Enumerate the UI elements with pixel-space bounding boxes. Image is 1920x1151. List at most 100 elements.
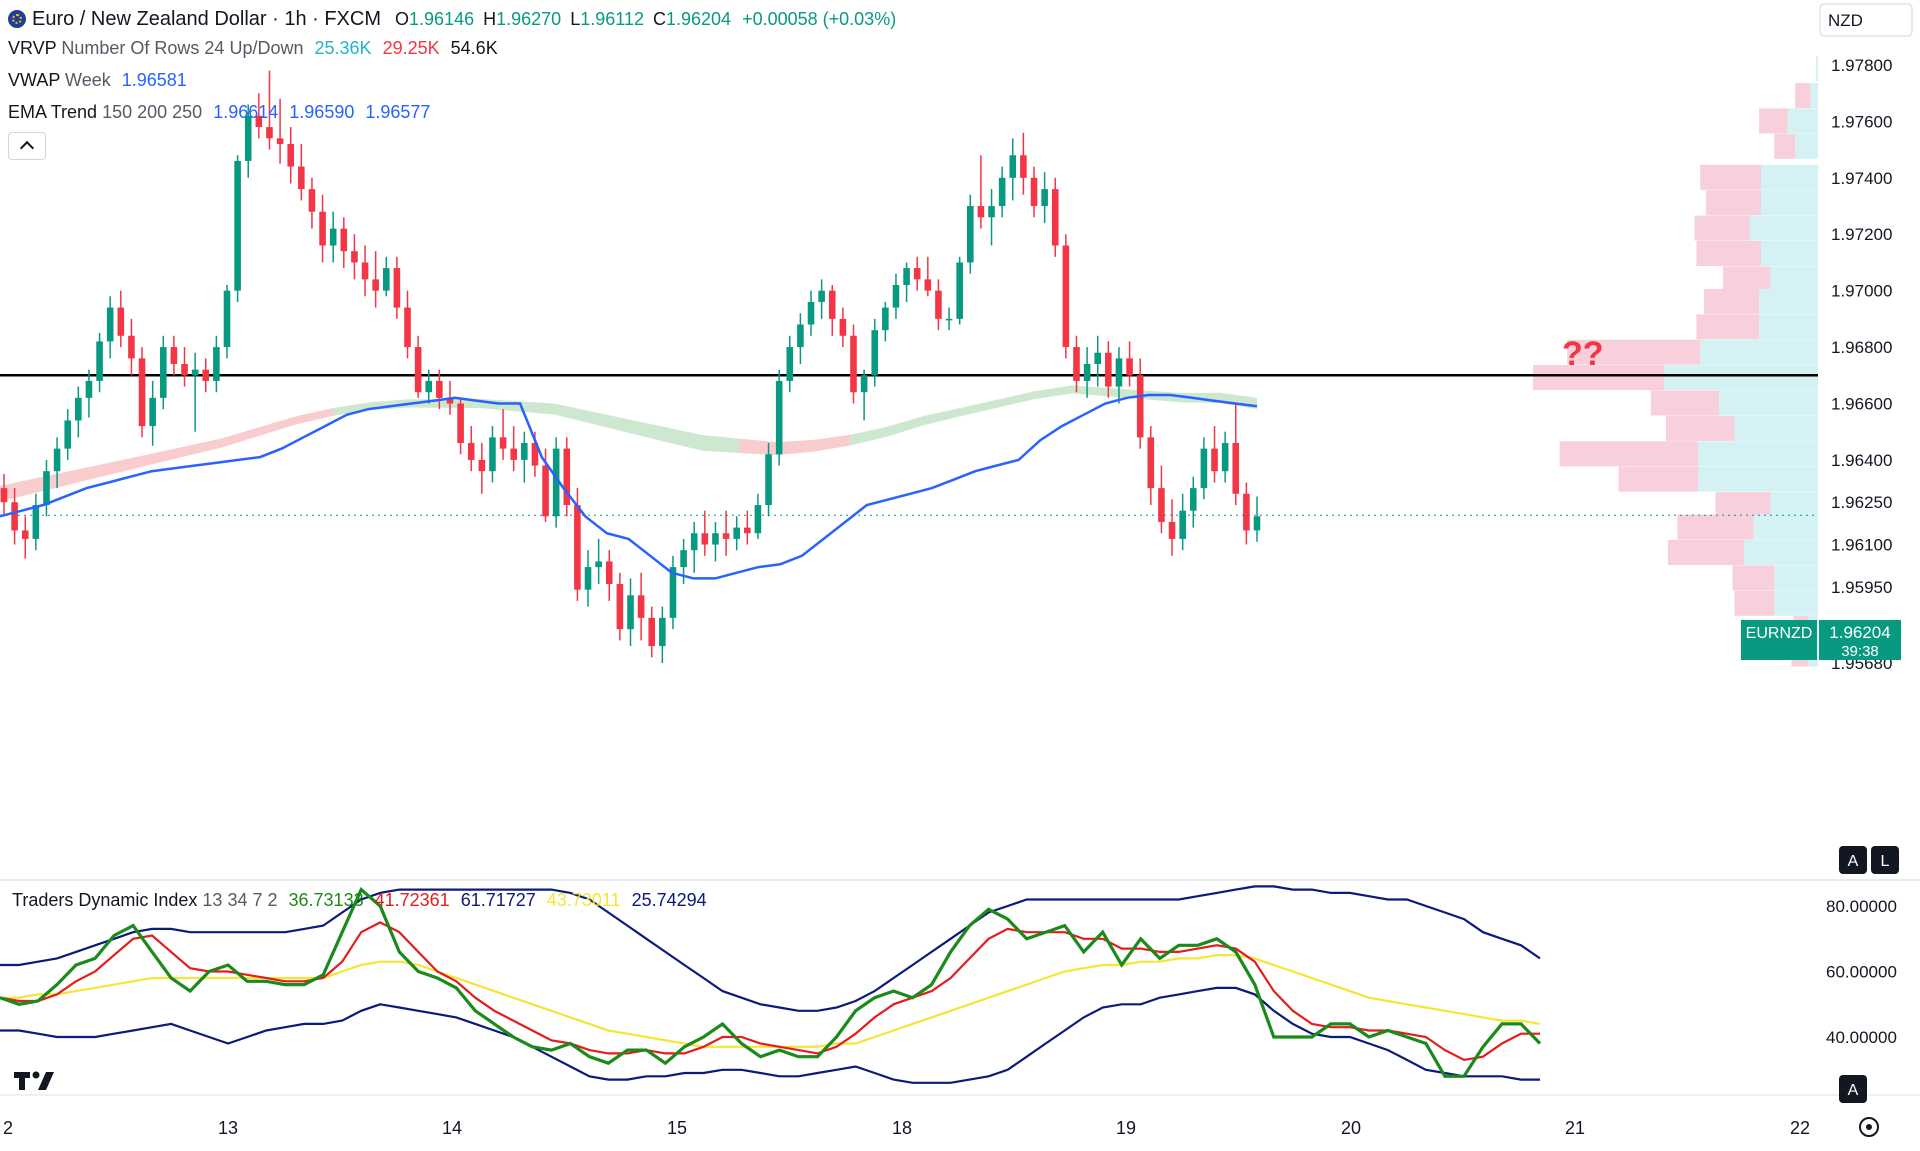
tdi-axis-label: 60.00000	[1826, 963, 1897, 982]
legend-vwap[interactable]: VWAP Week 1.96581	[8, 64, 896, 96]
candle	[340, 217, 348, 269]
symbol-header: Euro / New Zealand Dollar · 1h · FXCM O1…	[8, 6, 896, 32]
candle	[1179, 493, 1186, 551]
volume-profile-row	[1715, 492, 1818, 518]
legend-ema[interactable]: EMA Trend 150 200 250 1.96614 1.96590 1.…	[8, 96, 896, 128]
legend-tdi[interactable]: Traders Dynamic Index 13 34 7 2 36.73133…	[12, 890, 707, 911]
ohlc-close: 1.96204	[665, 8, 732, 29]
candle	[797, 313, 804, 364]
candle	[181, 347, 188, 387]
price-axis-label: 1.97400	[1831, 169, 1892, 188]
candle	[351, 234, 358, 280]
candle	[1221, 431, 1229, 483]
candle	[616, 572, 624, 641]
ohlc-high: 1.96270	[496, 8, 562, 29]
vrvp-total: 54.6K	[450, 38, 498, 58]
vrvp-up: 25.36K	[314, 38, 372, 58]
vwap-params: Week	[65, 70, 111, 90]
volume-profile-row	[1559, 441, 1818, 467]
price-axis-label: 1.96100	[1831, 536, 1892, 555]
candle	[1147, 426, 1155, 506]
price-axis-label: 1.97600	[1831, 112, 1892, 131]
candle	[85, 369, 93, 418]
candle	[404, 290, 411, 359]
candle	[1232, 403, 1240, 506]
price-axis-label: 1.96600	[1831, 394, 1892, 413]
price-tag-symbol: EURNZD	[1746, 625, 1813, 642]
candle	[659, 606, 666, 663]
time-axis[interactable]: 2 13 14 15 18 19 20 21 22	[3, 1118, 1810, 1138]
candle	[956, 256, 963, 325]
main-log-button[interactable]: L	[1871, 846, 1899, 874]
candle	[627, 578, 634, 647]
volume-profile-row	[1666, 415, 1818, 441]
ohlc-values: O1.96146 H1.96270 L1.96112 C1.96204 +0.0…	[395, 9, 896, 30]
symbol-title[interactable]: Euro / New Zealand Dollar · 1h · FXCM	[32, 7, 382, 30]
price-axis[interactable]: 1.97800 1.97600 1.97400 1.97200 1.97000 1.968…	[1831, 56, 1892, 673]
currency-selector[interactable]: NZD	[1819, 3, 1913, 37]
tdi-value-upper: 61.71727	[460, 890, 536, 910]
volume-profile-row	[1759, 108, 1818, 134]
candle	[871, 318, 879, 387]
price-axis-label: 1.95950	[1831, 578, 1892, 597]
candle	[361, 245, 369, 297]
candle	[605, 550, 613, 601]
main-auto-button[interactable]: A	[1839, 846, 1867, 874]
tdi-value-yellow: 43.73011	[546, 890, 621, 910]
candle	[149, 380, 156, 446]
candle	[75, 386, 82, 438]
candle	[637, 572, 645, 641]
price-tag-countdown: 39:38	[1841, 643, 1879, 660]
candle	[903, 262, 910, 302]
ohlc-open: 1.96146	[409, 8, 475, 29]
tdi-params: 13 34 7 2	[202, 890, 278, 910]
candle	[1189, 476, 1197, 528]
volume-profile-row	[1705, 190, 1818, 216]
time-axis-label: 15	[667, 1118, 687, 1138]
ohlc-close-key: C	[652, 8, 666, 29]
tdi-axis[interactable]: 80.00000 60.00000 40.00000	[1826, 897, 1897, 1047]
candle	[1211, 426, 1218, 483]
candle	[1126, 341, 1133, 387]
candle	[287, 127, 294, 184]
ohlc-change: +0.00058 (+0.03%)	[742, 8, 897, 29]
volume-profile-row	[1774, 133, 1818, 159]
collapse-legend-button[interactable]	[8, 132, 46, 160]
volume-profile-row	[1732, 565, 1818, 591]
vrvp-params: Number Of Rows 24 Up/Down	[61, 38, 304, 58]
candle	[266, 70, 273, 150]
candle	[998, 166, 1006, 218]
candle	[945, 307, 953, 331]
candle	[1158, 465, 1165, 534]
candle	[425, 369, 433, 404]
vrvp-name: VRVP	[8, 38, 57, 58]
ema-ribbon-bearish	[0, 407, 333, 502]
candle	[1009, 138, 1017, 201]
candle	[393, 256, 401, 319]
candle	[191, 352, 199, 432]
ema-name: EMA Trend	[8, 102, 98, 122]
ema-ribbon-bullish	[850, 385, 1257, 446]
candle	[96, 332, 103, 393]
candle	[499, 409, 507, 460]
candle	[53, 437, 61, 489]
candle	[775, 369, 783, 466]
gear-icon[interactable]	[1859, 1117, 1879, 1137]
tdi-axis-label: 40.00000	[1826, 1028, 1897, 1047]
volume-profile-row	[1795, 83, 1818, 109]
candle	[372, 251, 379, 308]
volume-profile-row	[1694, 215, 1818, 241]
candle	[308, 177, 316, 229]
candle	[722, 510, 730, 556]
candle	[1168, 499, 1176, 556]
legend-vrvp[interactable]: VRVP Number Of Rows 24 Up/Down 25.36K 29…	[8, 32, 896, 64]
tdi-name: Traders Dynamic Index	[12, 890, 198, 910]
candle	[765, 442, 772, 517]
tdi-lower-band	[0, 986, 1540, 1084]
candle	[106, 296, 114, 359]
tdi-value-green: 36.73133	[288, 890, 364, 910]
candlesticks	[0, 70, 1261, 663]
tdi-auto-button[interactable]: A	[1839, 1075, 1867, 1103]
candle	[170, 335, 178, 376]
